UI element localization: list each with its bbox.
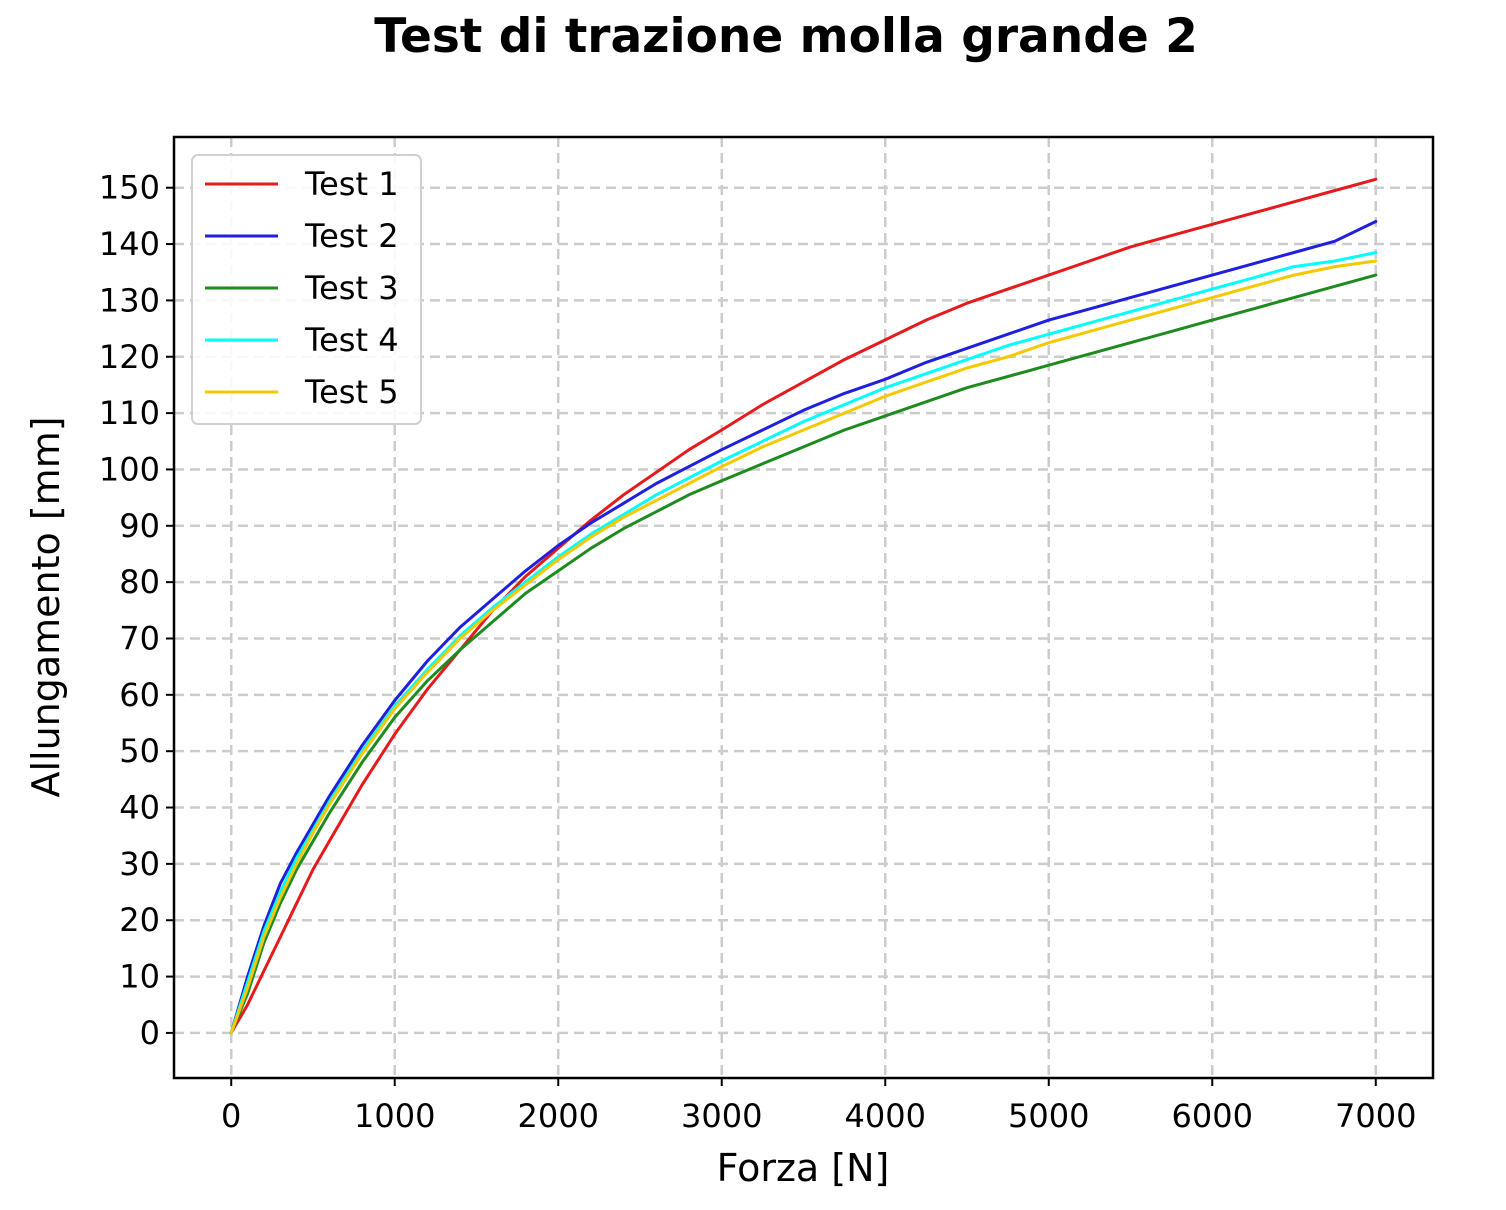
x-tick-label: 5000 xyxy=(1008,1097,1089,1135)
y-tick-label: 0 xyxy=(140,1014,160,1052)
legend-label-test-3: Test 3 xyxy=(304,269,399,307)
x-tick-label: 2000 xyxy=(518,1097,599,1135)
y-tick-label: 50 xyxy=(119,732,160,770)
y-tick-label: 30 xyxy=(119,845,160,883)
series-lines xyxy=(229,177,1378,1035)
y-tick-label: 100 xyxy=(99,450,160,488)
legend: Test 1 Test 2 Test 3 Test 4 Test 5 xyxy=(191,154,422,425)
y-tick-label: 40 xyxy=(119,789,160,827)
y-tick-label: 110 xyxy=(99,394,160,432)
legend-box xyxy=(191,154,422,425)
series-line-test-1 xyxy=(229,177,1378,1035)
x-tick-label: 4000 xyxy=(845,1097,926,1135)
series-line-test-5 xyxy=(229,259,1378,1035)
chart-title: Test di trazione molla grande 2 xyxy=(374,9,1198,64)
y-tick-label: 20 xyxy=(119,901,160,939)
y-tick-label: 70 xyxy=(119,619,160,657)
y-tick-label: 10 xyxy=(119,958,160,996)
legend-label-test-1: Test 1 xyxy=(304,165,399,203)
y-axis-label: Allungamento [mm] xyxy=(24,416,68,797)
x-axis-ticks: 0 1000 2000 3000 4000 5000 6000 7000 xyxy=(221,1078,1416,1135)
x-tick-label: 6000 xyxy=(1172,1097,1253,1135)
series-line-test-2 xyxy=(229,220,1378,1035)
y-axis-ticks: 0 10 20 30 40 50 60 70 80 90 100 110 120 130 140 150 xyxy=(99,169,174,1052)
y-tick-label: 130 xyxy=(99,281,160,319)
x-tick-label: 0 xyxy=(221,1097,241,1135)
legend-label-test-4: Test 4 xyxy=(304,321,399,359)
x-axis-label: Forza [N] xyxy=(717,1146,890,1190)
y-tick-label: 140 xyxy=(99,225,160,263)
series-line-test-3 xyxy=(229,273,1378,1035)
x-tick-label: 1000 xyxy=(354,1097,435,1135)
legend-label-test-5: Test 5 xyxy=(304,373,399,411)
legend-label-test-2: Test 2 xyxy=(304,217,399,255)
x-tick-label: 7000 xyxy=(1335,1097,1416,1135)
y-tick-label: 120 xyxy=(99,338,160,376)
y-tick-label: 150 xyxy=(99,169,160,207)
y-tick-label: 90 xyxy=(119,507,160,545)
x-tick-label: 3000 xyxy=(681,1097,762,1135)
y-tick-label: 80 xyxy=(119,563,160,601)
y-tick-label: 60 xyxy=(119,676,160,714)
plot-area xyxy=(172,135,1435,1080)
